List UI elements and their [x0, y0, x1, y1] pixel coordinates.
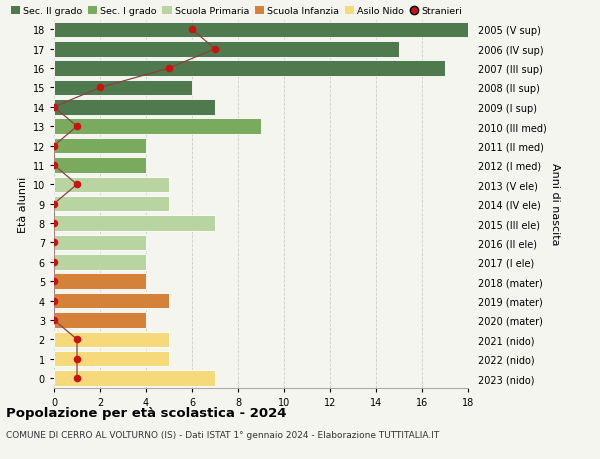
Point: [49, 143, 59, 150]
Point: [72, 375, 82, 382]
Text: Popolazione per età scolastica - 2024: Popolazione per età scolastica - 2024: [6, 406, 287, 419]
Bar: [54, 332, 169, 347]
Point: [72, 336, 82, 343]
Point: [72, 355, 82, 363]
Point: [49, 239, 59, 246]
Point: [49, 317, 59, 324]
Bar: [54, 177, 169, 193]
Y-axis label: Età alunni: Età alunni: [19, 176, 28, 232]
Point: [72, 123, 82, 131]
Point: [49, 278, 59, 285]
Bar: [54, 351, 169, 367]
Bar: [54, 158, 146, 174]
Bar: [54, 81, 192, 96]
Point: [95, 84, 105, 92]
Point: [164, 65, 174, 73]
Bar: [54, 196, 169, 212]
Bar: [54, 370, 215, 386]
Legend: Sec. II grado, Sec. I grado, Scuola Primaria, Scuola Infanzia, Asilo Nido, Stran: Sec. II grado, Sec. I grado, Scuola Prim…: [11, 7, 463, 16]
Bar: [54, 216, 215, 231]
Bar: [54, 235, 146, 251]
Point: [72, 181, 82, 189]
Point: [49, 297, 59, 305]
Text: COMUNE DI CERRO AL VOLTURNO (IS) - Dati ISTAT 1° gennaio 2024 - Elaborazione TUT: COMUNE DI CERRO AL VOLTURNO (IS) - Dati …: [6, 430, 439, 439]
Point: [49, 104, 59, 111]
Bar: [54, 100, 215, 115]
Bar: [54, 61, 445, 77]
Bar: [54, 119, 261, 134]
Bar: [54, 139, 146, 154]
Bar: [54, 254, 146, 270]
Point: [49, 258, 59, 266]
Point: [49, 162, 59, 169]
Bar: [54, 42, 399, 57]
Bar: [54, 313, 146, 328]
Bar: [54, 274, 146, 289]
Point: [49, 220, 59, 227]
Point: [49, 201, 59, 208]
Point: [187, 27, 197, 34]
Point: [210, 46, 220, 53]
Bar: [54, 22, 468, 38]
Bar: [54, 293, 169, 308]
Y-axis label: Anni di nascita: Anni di nascita: [550, 163, 560, 246]
